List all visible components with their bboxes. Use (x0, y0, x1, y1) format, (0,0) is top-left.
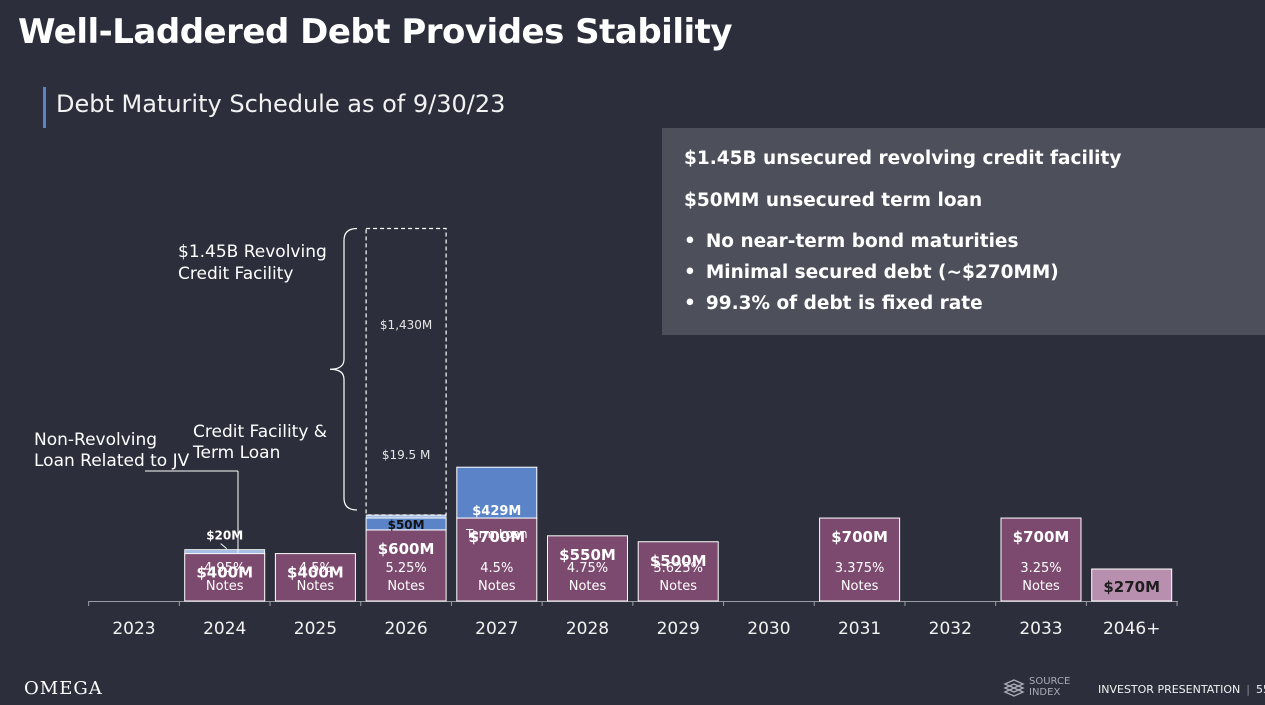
credit-facility-annotation-line1: Credit Facility & (193, 422, 327, 442)
bar-value-label-2031: $700M (831, 528, 888, 546)
info-revolver-line: $1.45B unsecured revolving credit facili… (684, 148, 1122, 169)
info-term-loan-line: $50MM unsecured term loan (684, 190, 983, 211)
x-tick-label-2026: 2026 (384, 619, 427, 639)
source-label: SOURCE (1029, 676, 1071, 687)
stacked-books-icon (1003, 679, 1025, 697)
subtitle-accent-bar (43, 87, 46, 128)
revolver-brace (329, 227, 358, 511)
bar-rate-label-2026: 5.25% (385, 561, 426, 576)
term-loan-bar (456, 466, 538, 519)
bar-rate-label-2024: 4.95% (204, 561, 245, 576)
revolver-undrawn-bar (365, 227, 447, 516)
notes-bar-2024 (184, 553, 266, 602)
bar-value-label-2024: $400M (196, 564, 253, 582)
info-bullet-3: 99.3% of debt is fixed rate (684, 293, 983, 314)
slide-title: Well-Laddered Debt Provides Stability (18, 12, 733, 52)
notes-bar-2028 (547, 535, 628, 602)
jv-loan-value-label: $20M (206, 529, 243, 543)
notes-bar-2025 (274, 553, 356, 602)
x-tick-label-2028: 2028 (566, 619, 609, 639)
bar-kind-label-2028: Notes (569, 579, 607, 594)
bar-rate-label-2025: 4.5% (299, 561, 332, 576)
x-tick-label-2033: 2033 (1019, 619, 1062, 639)
x-tick-label-2029: 2029 (657, 619, 700, 639)
presentation-label: INVESTOR PRESENTATION (1098, 683, 1241, 696)
revolver-annotation-line2: Credit Facility (178, 264, 293, 284)
bar-value-label-2033: $700M (1013, 528, 1070, 546)
bar-value-label-2028: $550M (559, 546, 616, 564)
bar-rate-label-2028: 4.75% (567, 561, 608, 576)
x-tick-label-2046+: 2046+ (1103, 619, 1161, 639)
info-bullet-1: No near-term bond maturities (684, 231, 1019, 252)
term-loan-value-label: $429M (472, 504, 521, 519)
bar-value-label-2029: $500M (650, 552, 707, 570)
x-tick-label-2031: 2031 (838, 619, 881, 639)
footer-presentation: INVESTOR PRESENTATION | 55 (1098, 683, 1265, 696)
notes-bar-2029 (637, 541, 719, 602)
bar-kind-label-2026: Notes (387, 579, 425, 594)
credit-facility-small-label: $19.5 M (382, 448, 431, 462)
bar-kind-label-2033: Notes (1022, 579, 1060, 594)
credit-facility-term-loan-label: $50M (388, 518, 425, 532)
bar-kind-label-2029: Notes (659, 579, 697, 594)
revolver-undrawn-label: $1,430M (380, 318, 432, 332)
revolver-annotation-line1: $1.45B Revolving (178, 242, 327, 262)
notes-bar-2031 (819, 517, 901, 602)
notes-bar-2033 (1000, 517, 1082, 602)
secured-debt-bar (1091, 568, 1173, 602)
secured-debt-label: $270M (1103, 578, 1160, 596)
notes-bar-2026 (365, 529, 447, 602)
term-loan-sublabel: Term Loan (465, 527, 528, 541)
chart-subtitle: Debt Maturity Schedule as of 9/30/23 (56, 90, 506, 118)
bar-kind-label-2025: Notes (297, 579, 335, 594)
bar-value-label-2026: $600M (378, 540, 435, 558)
notes-bar-2027 (456, 517, 538, 602)
jv-leader-line (220, 543, 228, 549)
bar-kind-label-2031: Notes (841, 579, 879, 594)
jv-loan-bar (184, 549, 266, 554)
jv-annotation-line1: Non-Revolving (34, 430, 157, 450)
bar-rate-label-2027: 4.5% (480, 561, 513, 576)
x-tick-label-2024: 2024 (203, 619, 246, 639)
x-tick-label-2030: 2030 (747, 619, 790, 639)
bar-kind-label-2027: Notes (478, 579, 516, 594)
bar-rate-label-2029: 3.625% (653, 561, 703, 576)
x-tick-label-2025: 2025 (294, 619, 337, 639)
footer-separator: | (1246, 683, 1250, 696)
x-tick-label-2032: 2032 (929, 619, 972, 639)
credit-facility-annotation-line2: Term Loan (192, 443, 280, 463)
bar-value-label-2027: $700M (468, 528, 525, 546)
bar-kind-label-2024: Notes (206, 579, 244, 594)
info-box: $1.45B unsecured revolving credit facili… (662, 128, 1265, 335)
page-number: 55 (1255, 683, 1265, 696)
jv-annotation-line2: Loan Related to JV (34, 451, 190, 471)
omega-logo: OMEGA (24, 678, 103, 699)
x-tick-label-2027: 2027 (475, 619, 518, 639)
bar-rate-label-2031: 3.375% (835, 561, 885, 576)
bar-value-label-2025: $400M (287, 564, 344, 582)
x-tick-label-2023: 2023 (112, 619, 155, 639)
bar-rate-label-2033: 3.25% (1020, 561, 1061, 576)
index-label: INDEX (1029, 687, 1061, 698)
info-bullet-2: Minimal secured debt (~$270MM) (684, 262, 1059, 283)
source-index-logo: SOURCE INDEX (1003, 676, 1078, 700)
